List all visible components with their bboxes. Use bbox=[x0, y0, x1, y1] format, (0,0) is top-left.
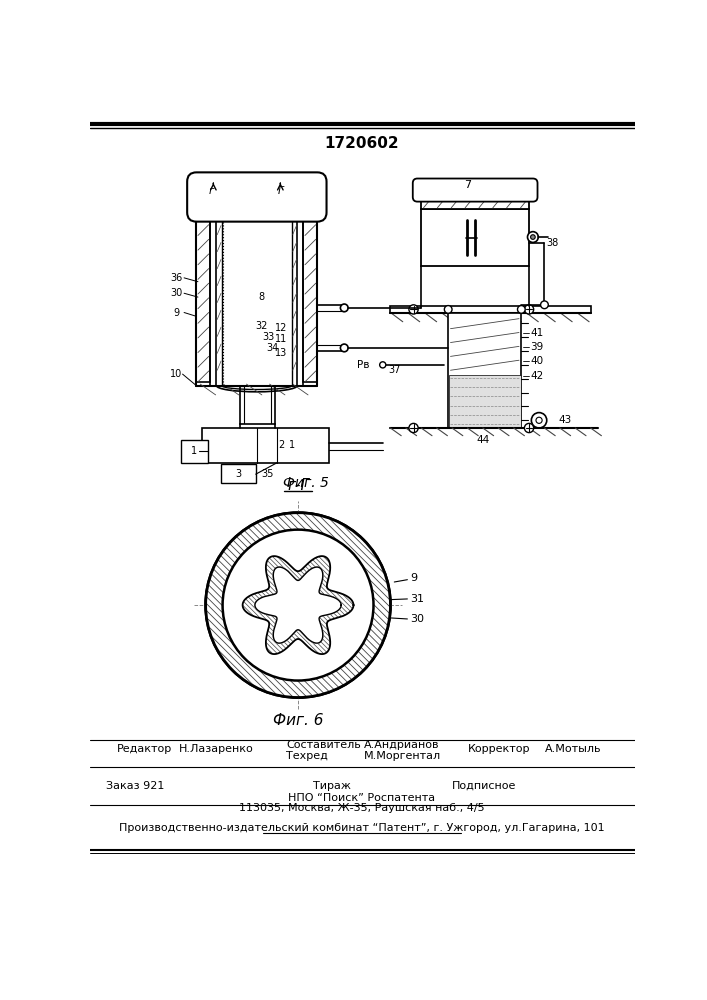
Circle shape bbox=[444, 306, 452, 313]
Bar bbox=[390, 306, 590, 312]
Text: 33: 33 bbox=[263, 332, 275, 342]
Text: 1: 1 bbox=[289, 440, 295, 450]
Text: 8: 8 bbox=[258, 292, 264, 302]
Text: 40: 40 bbox=[530, 356, 543, 366]
Bar bbox=[448, 312, 521, 428]
Circle shape bbox=[518, 306, 525, 313]
Text: Фиг. 6: Фиг. 6 bbox=[273, 713, 323, 728]
Circle shape bbox=[530, 235, 535, 239]
Text: 31: 31 bbox=[410, 594, 424, 604]
Bar bbox=[421, 209, 529, 266]
Bar bbox=[197, 185, 210, 382]
Text: 37: 37 bbox=[388, 365, 400, 375]
Text: 39: 39 bbox=[530, 342, 544, 352]
Circle shape bbox=[409, 305, 418, 314]
Circle shape bbox=[206, 513, 390, 698]
Circle shape bbox=[341, 305, 347, 311]
Text: г: г bbox=[209, 186, 214, 196]
Text: 34: 34 bbox=[267, 343, 279, 353]
Polygon shape bbox=[243, 556, 354, 654]
Text: Тираж: Тираж bbox=[313, 781, 351, 791]
Bar bbox=[303, 185, 317, 382]
Text: А.Андрианов: А.Андрианов bbox=[363, 740, 439, 750]
Polygon shape bbox=[255, 567, 341, 643]
Circle shape bbox=[527, 232, 538, 242]
Text: Производственно-издательский комбинат “Патент”, г. Ужгород, ул.Гагарина, 101: Производственно-издательский комбинат “П… bbox=[119, 823, 604, 833]
Text: 113035, Москва, Ж-35, Раушская наб., 4/5: 113035, Москва, Ж-35, Раушская наб., 4/5 bbox=[239, 803, 485, 813]
Circle shape bbox=[340, 344, 348, 352]
Text: 1: 1 bbox=[191, 446, 197, 456]
Text: 7: 7 bbox=[464, 180, 471, 190]
Circle shape bbox=[525, 305, 534, 314]
Text: 41: 41 bbox=[530, 328, 544, 338]
Circle shape bbox=[340, 304, 348, 312]
Text: 43: 43 bbox=[559, 415, 572, 425]
Text: Составитель: Составитель bbox=[286, 740, 361, 750]
Circle shape bbox=[380, 362, 386, 368]
Text: 30: 30 bbox=[410, 614, 424, 624]
Circle shape bbox=[525, 423, 534, 433]
Text: 35: 35 bbox=[261, 469, 274, 479]
Text: 44: 44 bbox=[477, 435, 489, 445]
Text: 12: 12 bbox=[275, 323, 287, 333]
Text: М.Моргентал: М.Моргентал bbox=[363, 751, 440, 761]
Text: Подписное: Подписное bbox=[452, 781, 516, 791]
Text: Г: Г bbox=[277, 186, 284, 196]
Text: 2: 2 bbox=[278, 440, 284, 450]
Circle shape bbox=[223, 530, 373, 681]
Circle shape bbox=[541, 301, 549, 309]
Polygon shape bbox=[255, 567, 341, 643]
Text: 38: 38 bbox=[546, 238, 559, 248]
Text: Редактор: Редактор bbox=[117, 744, 173, 754]
Text: А.Мотыль: А.Мотыль bbox=[544, 744, 601, 754]
Text: Техред: Техред bbox=[286, 751, 328, 761]
Text: 9: 9 bbox=[410, 573, 417, 583]
Text: 3: 3 bbox=[235, 469, 242, 479]
Text: 10: 10 bbox=[170, 369, 182, 379]
Bar bbox=[201, 428, 329, 463]
Text: 11: 11 bbox=[275, 334, 287, 344]
Circle shape bbox=[341, 345, 347, 351]
Text: Pв: Pв bbox=[357, 360, 370, 370]
Text: 30: 30 bbox=[170, 288, 182, 298]
Text: г-Г: г-Г bbox=[287, 478, 309, 493]
Text: Н.Лазаренко: Н.Лазаренко bbox=[179, 744, 253, 754]
Text: 36: 36 bbox=[170, 273, 182, 283]
Circle shape bbox=[536, 417, 542, 423]
Bar bbox=[449, 375, 520, 427]
Text: 42: 42 bbox=[530, 371, 544, 381]
Bar bbox=[221, 464, 256, 483]
Circle shape bbox=[409, 423, 418, 433]
Text: 13: 13 bbox=[275, 348, 287, 358]
Text: Заказ 921: Заказ 921 bbox=[105, 781, 164, 791]
Circle shape bbox=[532, 413, 547, 428]
Bar bbox=[421, 193, 529, 209]
Text: Фиг. 5: Фиг. 5 bbox=[283, 476, 329, 490]
Text: НПО “Поиск” Роспатента: НПО “Поиск” Роспатента bbox=[288, 793, 436, 803]
Text: Корректор: Корректор bbox=[467, 744, 530, 754]
Text: 9: 9 bbox=[173, 308, 180, 318]
FancyBboxPatch shape bbox=[413, 179, 537, 202]
FancyBboxPatch shape bbox=[187, 172, 327, 222]
Text: 1720602: 1720602 bbox=[325, 136, 399, 151]
PathPatch shape bbox=[206, 513, 390, 697]
Text: 32: 32 bbox=[255, 321, 267, 331]
Bar bbox=[181, 440, 208, 463]
